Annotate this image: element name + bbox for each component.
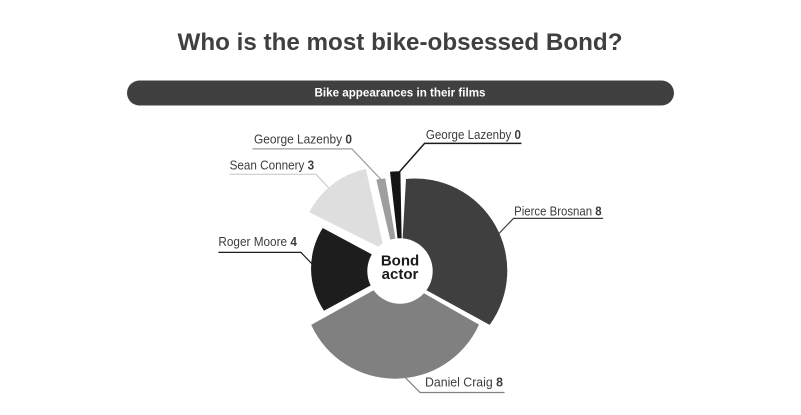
svg-text:Sean Connery 3: Sean Connery 3: [230, 158, 315, 173]
svg-text:Daniel Craig 8: Daniel Craig 8: [425, 375, 503, 390]
svg-text:George Lazenby 0: George Lazenby 0: [254, 132, 352, 147]
svg-text:Bond: Bond: [381, 253, 419, 270]
svg-text:Bike appearances in their film: Bike appearances in their films: [315, 86, 486, 100]
svg-text:actor: actor: [382, 266, 419, 283]
svg-text:Roger Moore 4: Roger Moore 4: [218, 234, 297, 249]
svg-text:Pierce Brosnan 8: Pierce Brosnan 8: [514, 204, 602, 219]
svg-text:George Lazenby 0: George Lazenby 0: [426, 127, 521, 142]
svg-text:Who is the most bike-obsessed: Who is the most bike-obsessed Bond?: [178, 29, 623, 56]
